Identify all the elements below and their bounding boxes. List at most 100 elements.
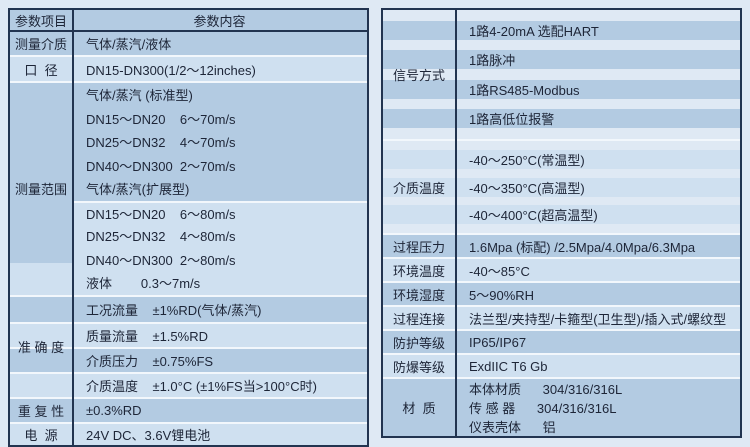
spec-section: 防爆等级 ExdIIC T6 Gb (383, 353, 740, 377)
section-lines: 1路4-20mA 选配HART 1路脉冲 1路RS485-Modbus 1路高低位报警 (383, 10, 740, 139)
spec-section: 材 质 本体材质 304/316/316L 传 感 器 304/316/316L 仪表… (383, 377, 740, 436)
table-row: 1路RS485-Modbus (383, 79, 740, 99)
table-row: 1.6Mpa (标配) /2.5Mpa/4.0Mpa/6.3Mpa (383, 235, 740, 257)
table-row: -40～400°C(超高温型) (383, 205, 740, 225)
cell-value: 仪表壳体 铝 (469, 420, 556, 435)
header-parameter-content: 参数内容 (193, 13, 246, 29)
section-lines: 气体/蒸汽 (标准型) DN15～DN20 6～70m/s DN25～DN32 4～… (10, 83, 367, 295)
table-row: 介质压力 ±0.75%FS (10, 346, 367, 372)
section-lines: 5～90%RH (383, 283, 740, 305)
cell-value: 1.6Mpa (标配) /2.5Mpa/4.0Mpa/6.3Mpa (469, 239, 696, 255)
spec-section: 防护等级 IP65/IP67 (383, 329, 740, 353)
table-row: ExdIIC T6 Gb (383, 355, 740, 377)
spec-section: 过程压力 1.6Mpa (标配) /2.5Mpa/4.0Mpa/6.3Mpa (383, 233, 740, 257)
table-row: 1路4-20mA 选配HART (383, 20, 740, 40)
spec-section: 准 确 度 工况流量 ±1%RD(气体/蒸汽) 质量流量 ±1.5%RD 介质压力 ±… (10, 294, 367, 397)
column-divider (455, 10, 457, 436)
table-row: ±0.3%RD (10, 398, 367, 422)
row-label: 电 源 (24, 427, 58, 443)
cell-value: 介质温度 ±1.0°C (±1%FS当>100°C时) (86, 378, 317, 394)
section-lines: 1.6Mpa (标配) /2.5Mpa/4.0Mpa/6.3Mpa (383, 235, 740, 257)
row-label: 环境湿度 (392, 287, 445, 303)
spec-section: 环境湿度 5～90%RH (383, 281, 740, 305)
table-row: 1路高低位报警 (383, 109, 740, 129)
spec-section: 测量介质 气体/蒸汽/液体 (10, 32, 367, 55)
section-lines: 本体材质 304/316/316L 传 感 器 304/316/316L 仪表壳体 … (383, 379, 740, 436)
spec-section: 重 复 性 ±0.3%RD (10, 396, 367, 422)
cell-value: 介质压力 ±0.75%FS (86, 353, 214, 369)
table-row: 仪表壳体 铝 (383, 417, 740, 436)
table-row: 液体 0.3～7m/s (10, 271, 367, 295)
table-row: DN40～DN300 2～70m/s (10, 153, 367, 177)
spec-section: 口 径 DN15-DN300(1/2～12inches) (10, 55, 367, 81)
cell-value: DN15-DN300(1/2～12inches) (86, 62, 256, 78)
header-parameter-item: 参数项目 (14, 13, 67, 29)
row-label: 防爆等级 (392, 359, 445, 375)
spec-section: 介质温度 -40～250°C(常温型) -40～350°C(高温型) -40～400°… (383, 139, 740, 233)
table-row: DN15-DN300(1/2～12inches) (10, 57, 367, 81)
table-row: DN15～DN20 6～70m/s (10, 106, 367, 130)
spec-section: 信号方式 1路4-20mA 选配HART 1路脉冲 1路RS485-Modbus 1路高… (383, 10, 740, 139)
row-label: 介质温度 (392, 180, 445, 196)
table-row: 气体/蒸汽(扩展型) (10, 177, 367, 201)
cell-value: ExdIIC T6 Gb (469, 358, 548, 374)
section-lines: IP65/IP67 (383, 331, 740, 353)
section-lines: DN15-DN300(1/2～12inches) (10, 57, 367, 81)
table-row: DN40～DN300 2～80m/s (10, 247, 367, 271)
spec-section: 环境温度 -40～85°C (383, 257, 740, 281)
table-row: 5～90%RH (383, 283, 740, 305)
right-spec-table: 信号方式 1路4-20mA 选配HART 1路脉冲 1路RS485-Modbus 1路高… (381, 8, 742, 438)
table-row: 传 感 器 304/316/316L (383, 398, 740, 417)
table-row: 1路脉冲 (383, 50, 740, 70)
cell-value: -40～350°C(高温型) (469, 180, 585, 196)
cell-value: DN25～DN32 4～70m/s (86, 135, 236, 151)
table-header-row: 参数项目 参数内容 (10, 10, 367, 32)
table-row: 气体/蒸汽 (标准型) (10, 83, 367, 107)
table-row: 工况流量 ±1%RD(气体/蒸汽) (10, 296, 367, 322)
table-row: 24V DC、3.6V锂电池 (10, 423, 367, 445)
table-row: IP65/IP67 (383, 331, 740, 353)
cell-value: -40～85°C (469, 263, 530, 279)
row-label: 口 径 (24, 62, 58, 78)
spec-section: 电 源 24V DC、3.6V锂电池 (10, 421, 367, 445)
cell-value: DN25～DN32 4～80m/s (86, 229, 236, 245)
row-label: 环境温度 (392, 263, 445, 279)
table-row: DN15～DN20 6～80m/s (10, 200, 367, 224)
row-label: 重 复 性 (17, 403, 65, 419)
table-row: 本体材质 304/316/316L (383, 379, 740, 398)
table-row: 质量流量 ±1.5%RD (10, 321, 367, 347)
cell-value: 1路RS485-Modbus (469, 82, 580, 98)
spec-section: 测量范围 气体/蒸汽 (标准型) DN15～DN20 6～70m/s DN25～DN3… (10, 81, 367, 295)
row-label: 材 质 (402, 401, 436, 416)
cell-value: ±0.3%RD (86, 402, 142, 418)
cell-value: 24V DC、3.6V锂电池 (86, 427, 211, 443)
column-divider (72, 10, 74, 445)
cell-value: 气体/蒸汽(扩展型) (86, 182, 190, 198)
cell-value: DN40～DN300 2～80m/s (86, 252, 236, 268)
table-row: 介质温度 ±1.0°C (±1%FS当>100°C时) (10, 371, 367, 397)
row-label: 信号方式 (392, 68, 445, 83)
table-row: -40～250°C(常温型) (383, 149, 740, 169)
cell-value: -40～250°C(常温型) (469, 152, 585, 168)
section-lines: 法兰型/夹持型/卡箍型(卫生型)/插入式/螺纹型 (383, 307, 740, 329)
cell-value: 1路脉冲 (469, 53, 516, 69)
section-lines: ExdIIC T6 Gb (383, 355, 740, 377)
cell-value: 液体 0.3～7m/s (86, 276, 201, 292)
section-lines: 24V DC、3.6V锂电池 (10, 423, 367, 445)
table-row: -40～350°C(高温型) (383, 177, 740, 197)
table-row: 法兰型/夹持型/卡箍型(卫生型)/插入式/螺纹型 (383, 307, 740, 329)
cell-value: DN40～DN300 2～70m/s (86, 158, 236, 174)
cell-value: DN15～DN20 6～70m/s (86, 111, 236, 127)
row-label: 测量范围 (10, 83, 72, 295)
cell-value: 1路4-20mA 选配HART (469, 23, 599, 39)
cell-value: 1路高低位报警 (469, 112, 555, 128)
cell-value: 质量流量 ±1.5%RD (86, 328, 208, 344)
row-label: 过程连接 (392, 311, 445, 327)
row-label: 准 确 度 (17, 340, 65, 355)
section-lines: -40～85°C (383, 259, 740, 281)
table-row: -40～85°C (383, 259, 740, 281)
row-label: 防护等级 (392, 335, 445, 351)
left-spec-table: 参数项目 参数内容测量介质 气体/蒸汽/液体口 径 DN15-DN300(1/2～12… (8, 8, 369, 447)
cell-value: 本体材质 304/316/316L (469, 382, 623, 397)
